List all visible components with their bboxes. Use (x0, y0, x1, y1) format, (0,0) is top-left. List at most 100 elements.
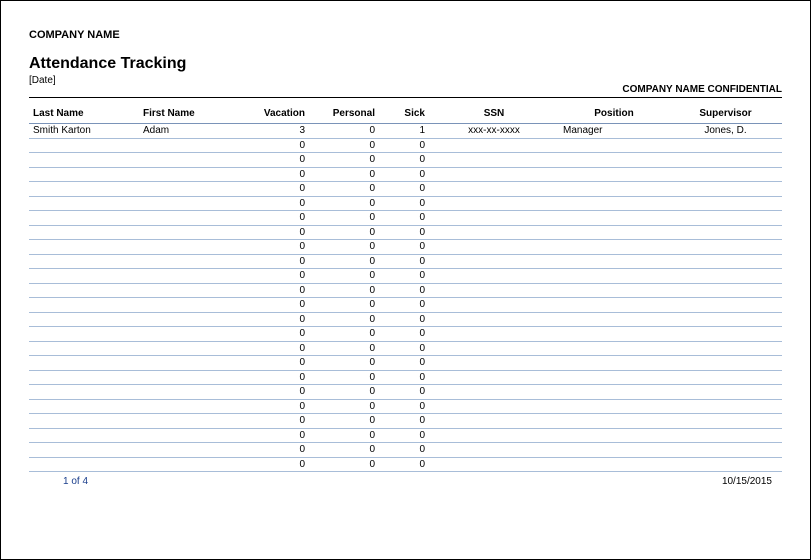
cell-vacation: 0 (239, 428, 309, 443)
cell-supervisor (669, 327, 782, 342)
page-number: 1 of 4 (63, 476, 88, 487)
cell-ssn (429, 254, 559, 269)
col-last-name: Last Name (29, 106, 139, 124)
table-header-row: Last Name First Name Vacation Personal S… (29, 106, 782, 124)
cell-sick: 0 (379, 443, 429, 458)
cell-position (559, 414, 669, 429)
cell-ssn (429, 138, 559, 153)
cell-sick: 0 (379, 153, 429, 168)
cell-first (139, 341, 239, 356)
cell-supervisor (669, 414, 782, 429)
cell-ssn (429, 370, 559, 385)
cell-last (29, 414, 139, 429)
cell-personal: 0 (309, 443, 379, 458)
cell-position (559, 283, 669, 298)
cell-position (559, 269, 669, 284)
cell-vacation: 0 (239, 240, 309, 255)
cell-ssn (429, 356, 559, 371)
cell-first (139, 211, 239, 226)
cell-supervisor (669, 182, 782, 197)
cell-personal: 0 (309, 385, 379, 400)
cell-first (139, 138, 239, 153)
cell-ssn (429, 196, 559, 211)
cell-first (139, 240, 239, 255)
cell-position (559, 457, 669, 472)
cell-first (139, 385, 239, 400)
page-footer: 1 of 4 10/15/2015 (29, 472, 782, 487)
cell-sick: 0 (379, 225, 429, 240)
cell-position (559, 312, 669, 327)
cell-personal: 0 (309, 182, 379, 197)
cell-sick: 0 (379, 254, 429, 269)
cell-sick: 0 (379, 414, 429, 429)
table-row: 000 (29, 225, 782, 240)
cell-first (139, 182, 239, 197)
table-row: 000 (29, 138, 782, 153)
cell-ssn (429, 385, 559, 400)
cell-first (139, 414, 239, 429)
cell-last (29, 254, 139, 269)
cell-vacation: 0 (239, 283, 309, 298)
footer-date: 10/15/2015 (722, 476, 772, 487)
cell-position (559, 211, 669, 226)
cell-personal: 0 (309, 312, 379, 327)
cell-ssn (429, 182, 559, 197)
cell-last: Smith Karton (29, 124, 139, 139)
cell-supervisor (669, 457, 782, 472)
cell-sick: 0 (379, 298, 429, 313)
cell-sick: 0 (379, 196, 429, 211)
cell-ssn (429, 153, 559, 168)
cell-sick: 0 (379, 428, 429, 443)
cell-vacation: 0 (239, 385, 309, 400)
cell-personal: 0 (309, 428, 379, 443)
cell-vacation: 0 (239, 254, 309, 269)
table-row: 000 (29, 414, 782, 429)
cell-vacation: 0 (239, 211, 309, 226)
cell-ssn (429, 443, 559, 458)
cell-personal: 0 (309, 327, 379, 342)
cell-first (139, 428, 239, 443)
cell-supervisor (669, 211, 782, 226)
cell-sick: 0 (379, 167, 429, 182)
cell-sick: 0 (379, 399, 429, 414)
table-row: 000 (29, 153, 782, 168)
cell-sick: 0 (379, 341, 429, 356)
cell-supervisor (669, 370, 782, 385)
cell-first (139, 254, 239, 269)
cell-last (29, 327, 139, 342)
cell-vacation: 0 (239, 153, 309, 168)
cell-last (29, 182, 139, 197)
header-divider (29, 97, 782, 98)
cell-ssn (429, 428, 559, 443)
cell-vacation: 0 (239, 182, 309, 197)
cell-vacation: 0 (239, 312, 309, 327)
cell-last (29, 240, 139, 255)
cell-supervisor (669, 153, 782, 168)
cell-supervisor (669, 443, 782, 458)
table-row: 000 (29, 167, 782, 182)
cell-sick: 0 (379, 182, 429, 197)
cell-ssn (429, 298, 559, 313)
attendance-table: Last Name First Name Vacation Personal S… (29, 106, 782, 472)
cell-last (29, 167, 139, 182)
cell-sick: 0 (379, 327, 429, 342)
cell-supervisor (669, 240, 782, 255)
col-position: Position (559, 106, 669, 124)
cell-first (139, 457, 239, 472)
cell-position (559, 138, 669, 153)
cell-supervisor (669, 428, 782, 443)
cell-position (559, 399, 669, 414)
cell-first: Adam (139, 124, 239, 139)
company-name: COMPANY NAME (29, 29, 782, 41)
cell-personal: 0 (309, 196, 379, 211)
cell-personal: 0 (309, 254, 379, 269)
cell-position: Manager (559, 124, 669, 139)
cell-personal: 0 (309, 414, 379, 429)
table-row: 000 (29, 298, 782, 313)
cell-ssn (429, 457, 559, 472)
cell-sick: 0 (379, 356, 429, 371)
table-row: 000 (29, 211, 782, 226)
col-supervisor: Supervisor (669, 106, 782, 124)
cell-personal: 0 (309, 124, 379, 139)
cell-supervisor (669, 167, 782, 182)
